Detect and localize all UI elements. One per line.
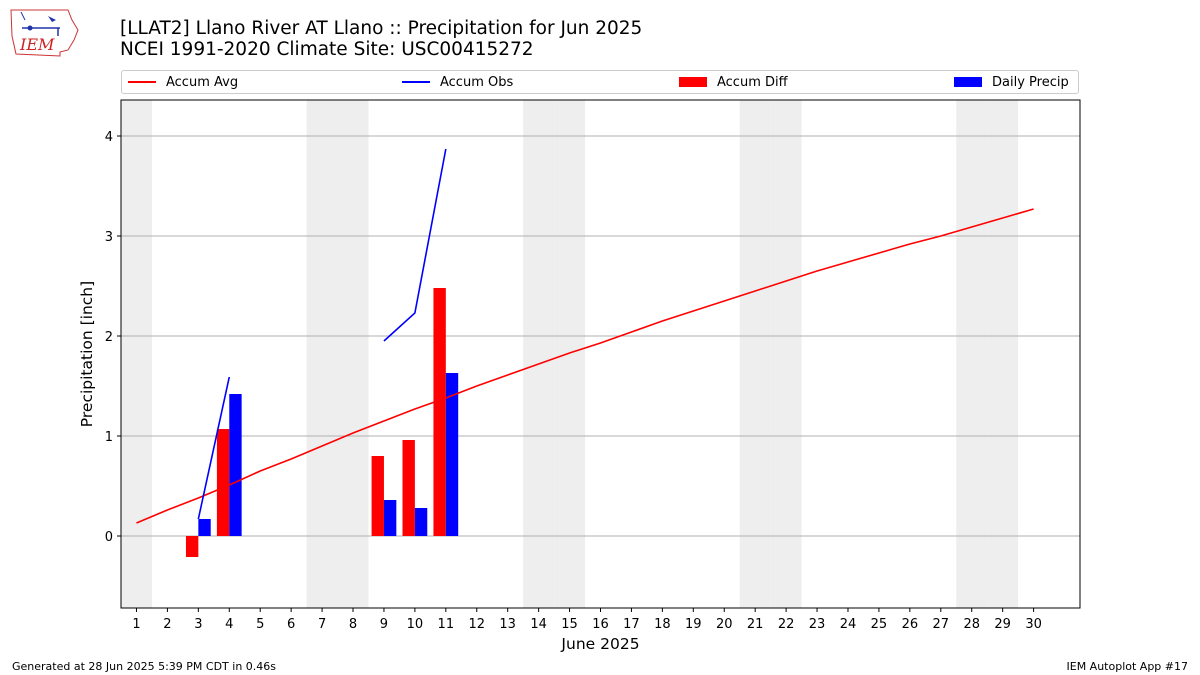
legend-label: Accum Obs <box>440 74 514 90</box>
x-tick-label: 30 <box>1025 617 1042 632</box>
x-tick-label: 18 <box>654 617 671 632</box>
weekend-band <box>306 100 338 608</box>
x-tick-label: 9 <box>380 617 388 632</box>
legend-swatch <box>954 77 982 87</box>
y-tick-label: 1 <box>105 430 113 445</box>
daily-precip-bar <box>198 519 211 536</box>
x-tick-label: 15 <box>561 617 578 632</box>
legend-label: Daily Precip <box>992 74 1069 90</box>
legend-swatch <box>679 77 707 87</box>
weekend-band <box>337 100 369 608</box>
legend-label: Accum Avg <box>166 74 239 90</box>
y-axis-label: Precipitation [inch] <box>78 281 96 427</box>
app-label: IEM Autoplot App #17 <box>1066 660 1189 673</box>
x-axis-label: June 2025 <box>560 635 639 653</box>
y-tick-label: 0 <box>105 530 113 545</box>
x-tick-label: 8 <box>349 617 357 632</box>
chart-title: [LLAT2] Llano River AT Llano :: Precipit… <box>120 18 642 60</box>
legend-daily-precip: Daily Precip <box>954 71 1069 93</box>
x-tick-label: 28 <box>963 617 980 632</box>
legend-label: Accum Diff <box>717 74 788 90</box>
x-tick-label: 16 <box>592 617 609 632</box>
weekend-band <box>554 100 586 608</box>
x-tick-label: 27 <box>933 617 950 632</box>
x-tick-label: 4 <box>225 617 233 632</box>
x-tick-label: 12 <box>468 617 485 632</box>
x-tick-label: 24 <box>840 617 857 632</box>
y-tick-label: 3 <box>105 230 113 245</box>
legend-accum-obs: Accum Obs <box>402 71 513 93</box>
x-tick-label: 17 <box>623 617 640 632</box>
x-tick-label: 5 <box>256 617 264 632</box>
legend-swatch <box>402 81 430 83</box>
x-tick-label: 26 <box>902 617 919 632</box>
x-tick-label: 11 <box>438 617 455 632</box>
chart-legend: Accum Avg Accum Obs Accum Diff Daily Pre… <box>121 70 1079 94</box>
accum-diff-bar <box>433 288 446 536</box>
weekend-band <box>956 100 988 608</box>
x-tick-label: 7 <box>318 617 326 632</box>
x-tick-label: 6 <box>287 617 295 632</box>
x-tick-label: 25 <box>871 617 888 632</box>
daily-precip-bar <box>383 500 397 536</box>
y-tick-label: 4 <box>105 130 113 145</box>
weekend-band <box>987 100 1019 608</box>
accum-diff-bar <box>371 456 384 536</box>
accum-diff-bar <box>216 429 230 536</box>
iowa-map-icon: IEM <box>10 9 79 57</box>
legend-accum-avg: Accum Avg <box>128 71 238 93</box>
plot-frame <box>120 99 1081 609</box>
legend-accum-diff: Accum Diff <box>679 71 788 93</box>
x-tick-label: 22 <box>778 617 795 632</box>
x-tick-label: 13 <box>499 617 516 632</box>
x-tick-label: 1 <box>132 617 140 632</box>
accum-diff-bar <box>402 440 415 536</box>
x-tick-label: 10 <box>407 617 424 632</box>
x-tick-label: 3 <box>194 617 202 632</box>
generated-note: Generated at 28 Jun 2025 5:39 PM CDT in … <box>12 660 277 673</box>
accum-diff-bar <box>185 536 199 557</box>
x-tick-label: 21 <box>747 617 764 632</box>
iem-logo: IEM <box>8 6 80 60</box>
x-tick-label: 14 <box>530 617 547 632</box>
accum-obs-line <box>197 376 231 520</box>
weekend-band <box>523 100 555 608</box>
title-line-1: [LLAT2] Llano River AT Llano :: Precipit… <box>120 18 643 39</box>
weekend-band <box>121 100 152 608</box>
x-tick-label: 23 <box>809 617 826 632</box>
x-tick-label: 19 <box>685 617 702 632</box>
accum-avg-line <box>136 208 1034 524</box>
weekend-band <box>739 100 771 608</box>
title-line-2: NCEI 1991-2020 Climate Site: USC00415272 <box>120 39 534 60</box>
x-tick-label: 2 <box>163 617 171 632</box>
logo-text: IEM <box>19 35 55 54</box>
daily-precip-bar <box>229 394 242 536</box>
daily-precip-bar <box>445 373 459 536</box>
accum-obs-line <box>383 148 447 342</box>
weekend-band <box>770 100 802 608</box>
legend-swatch <box>128 81 156 83</box>
x-tick-label: 20 <box>716 617 733 632</box>
x-tick-label: 29 <box>994 617 1011 632</box>
y-tick-label: 2 <box>105 330 113 345</box>
daily-precip-bar <box>414 508 428 536</box>
